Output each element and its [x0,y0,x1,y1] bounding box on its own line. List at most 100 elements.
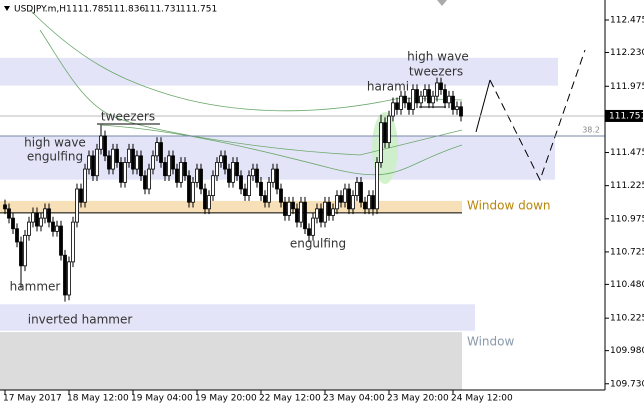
annotation: engulfing [27,150,83,164]
x-tick-label: 24 May 12:00 [451,394,513,404]
candle-body [219,155,223,163]
x-tick-label: 17 May 2017 [3,394,62,404]
candle-body [39,217,43,227]
x-tick-label: 19 May 04:00 [131,394,193,404]
candle-body [143,175,147,190]
y-tick-label: 109.730 [610,379,644,389]
candle-body [99,135,103,150]
candle-body [131,148,135,170]
candle-body [431,95,435,104]
candle-body [327,201,331,216]
projection [475,79,491,133]
candle-body [387,115,391,143]
candle-body [215,162,219,177]
y-tick-label: 112.230 [610,48,644,58]
candle-body [347,188,351,210]
candle-body [395,102,399,110]
y-tick-label: 110.480 [610,280,644,290]
candle-body [179,162,183,183]
annotation: harami [367,80,409,94]
candle-body [263,195,267,203]
candle-body [379,122,383,163]
y-tick-label: 112.475 [610,16,644,26]
y-tick-label: 111.475 [610,148,644,158]
candle-body [391,102,395,117]
ma-line [29,9,463,112]
candle-body [435,82,439,97]
x-tick-label: 22 May 12:00 [259,394,321,404]
candle-body [383,122,387,143]
candle-body [183,162,187,177]
candle-body [135,155,139,170]
annotation: tweezers [101,110,155,124]
candle-body [363,201,367,210]
candle-body [459,106,463,117]
candle-body [451,95,455,110]
candle-body [211,175,215,196]
candle-body [31,212,35,223]
candle-body [283,201,287,216]
candle-body [355,181,359,196]
annotation: hammer [10,280,61,294]
candle-body [339,195,343,203]
ma-line [39,29,463,156]
x-tick-label: 19 May 20:00 [195,394,257,404]
candle-body [231,162,235,183]
candle-body [343,188,347,203]
candle-body [27,221,31,236]
candle-body [35,212,39,227]
zone [0,200,462,213]
candles [3,77,463,302]
candle-body [287,201,291,216]
y-tick-label: 111.225 [610,181,644,191]
annotation: engulfing [290,237,346,251]
candle-body [279,188,283,203]
candle-body [419,95,423,104]
candle-body [455,106,459,110]
candle-body [275,168,279,190]
candle-body [147,168,151,190]
candle-body [15,228,19,243]
candle-body [103,135,107,157]
price-label: 111.751 [609,111,644,121]
symbol: USDJPY.m,H1 [14,5,72,15]
candle-body [299,201,303,223]
annotation: Window down [467,199,551,213]
candle-body [407,102,411,110]
projection [489,49,586,182]
candle-body [375,162,379,210]
candle-body [315,208,319,219]
menu-icon[interactable] [4,6,10,11]
candle-body [167,155,171,177]
candle-body [319,208,323,223]
candle-body [247,175,251,196]
shift-marker [437,0,447,6]
candle-body [67,261,71,296]
zone [0,57,558,86]
candle-body [87,155,91,170]
candle-body [415,89,419,104]
candle-body [23,234,27,267]
x-tick-label: 23 May 04:00 [323,394,385,404]
price-box [605,109,643,122]
candle-body [151,155,155,170]
y-tick-label: 111.975 [610,82,644,92]
candle-body [207,195,211,210]
candle-body [331,208,335,216]
candle-body [63,254,67,296]
annotation: high wave [24,136,86,150]
candle-body [55,225,59,232]
annotation: Window [467,335,515,349]
candle-body [71,221,75,263]
zone [0,304,475,331]
candle-body [239,175,243,190]
candle-body [123,162,127,183]
zones [0,57,558,390]
candle-body [303,201,307,230]
candle-body [3,204,7,210]
candle-body [139,155,143,177]
axis-labels: 112.475 112.230 111.975 111.475 111.225 110.9… [3,16,644,404]
candle-body [111,148,115,170]
candle-body [19,241,23,267]
